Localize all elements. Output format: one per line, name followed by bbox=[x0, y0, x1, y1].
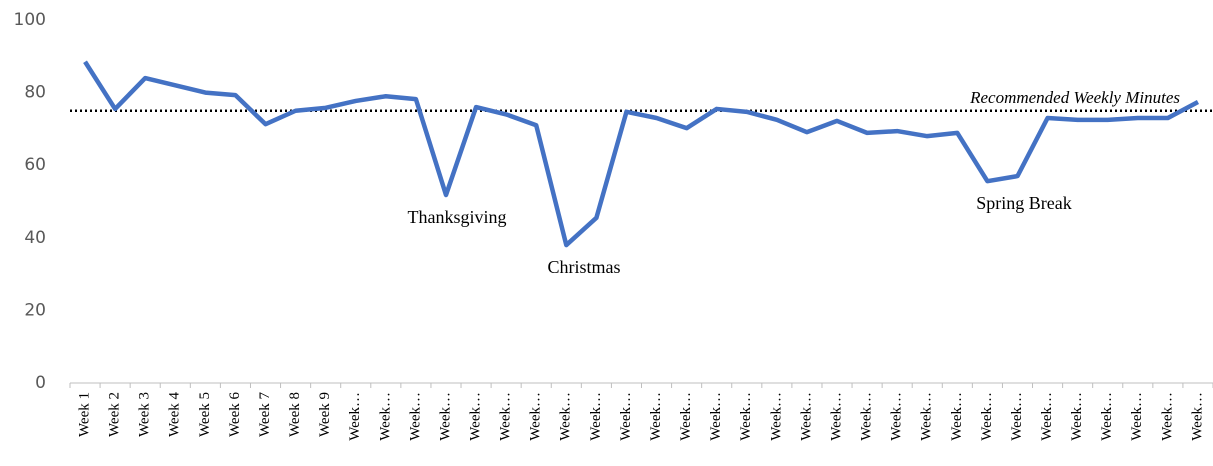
x-tick-label: Week… bbox=[588, 392, 604, 441]
x-tick-label: Week 4 bbox=[167, 392, 183, 438]
x-tick-label: Week… bbox=[798, 392, 814, 441]
x-tick-label: Week… bbox=[377, 392, 393, 441]
x-tick-label: Week 3 bbox=[137, 392, 153, 437]
y-tick-label: 100 bbox=[14, 10, 46, 30]
x-tick-label: Week… bbox=[468, 392, 484, 441]
x-tick-label: Week 9 bbox=[317, 392, 333, 437]
x-tick-label: Week 7 bbox=[257, 392, 273, 438]
y-tick-label: 80 bbox=[24, 83, 46, 103]
y-tick-label: 40 bbox=[24, 228, 46, 248]
x-tick-label: Week… bbox=[1069, 392, 1085, 441]
x-tick-label: Week… bbox=[768, 392, 784, 441]
x-tick-label: Week… bbox=[407, 392, 423, 441]
x-tick-label: Week… bbox=[979, 392, 995, 441]
x-tick-label: Week… bbox=[498, 392, 514, 441]
x-tick-label: Week… bbox=[738, 392, 754, 441]
x-tick-label: Week… bbox=[828, 392, 844, 441]
x-tick-label: Week… bbox=[889, 392, 905, 441]
x-tick-label: Week… bbox=[708, 392, 724, 441]
x-tick-label: Week… bbox=[949, 392, 965, 441]
x-tick-label: Week… bbox=[558, 392, 574, 441]
x-tick-label: Week 2 bbox=[107, 392, 123, 437]
x-tick-label: Week 5 bbox=[197, 392, 213, 437]
x-tick-label: Week… bbox=[919, 392, 935, 441]
x-tick-label: Week… bbox=[859, 392, 875, 441]
x-tick-label: Week… bbox=[618, 392, 634, 441]
y-tick-label: 0 bbox=[35, 373, 46, 393]
annotation: Christmas bbox=[547, 257, 620, 277]
x-tick-label: Week 6 bbox=[227, 392, 243, 438]
x-tick-label: Week… bbox=[1189, 392, 1205, 441]
x-tick-label: Week 8 bbox=[287, 392, 303, 437]
annotation: Thanksgiving bbox=[408, 207, 507, 227]
x-tick-label: Week… bbox=[1099, 392, 1115, 441]
series-line bbox=[83, 60, 1200, 248]
x-tick-label: Week 1 bbox=[76, 392, 92, 437]
x-tick-label: Week… bbox=[648, 392, 664, 441]
x-tick-label: Week… bbox=[1009, 392, 1025, 441]
x-tick-label: Week… bbox=[1159, 392, 1175, 441]
reference-label: Recommended Weekly Minutes bbox=[969, 88, 1180, 107]
x-tick-label: Week… bbox=[437, 392, 453, 441]
x-tick-label: Week… bbox=[678, 392, 694, 441]
x-tick-label: Week… bbox=[528, 392, 544, 441]
y-tick-label: 60 bbox=[24, 155, 46, 175]
x-tick-label: Week… bbox=[1039, 392, 1055, 441]
y-tick-label: 20 bbox=[24, 300, 46, 320]
annotation: Spring Break bbox=[976, 193, 1071, 213]
x-tick-label: Week… bbox=[347, 392, 363, 441]
x-tick-label: Week… bbox=[1129, 392, 1145, 441]
